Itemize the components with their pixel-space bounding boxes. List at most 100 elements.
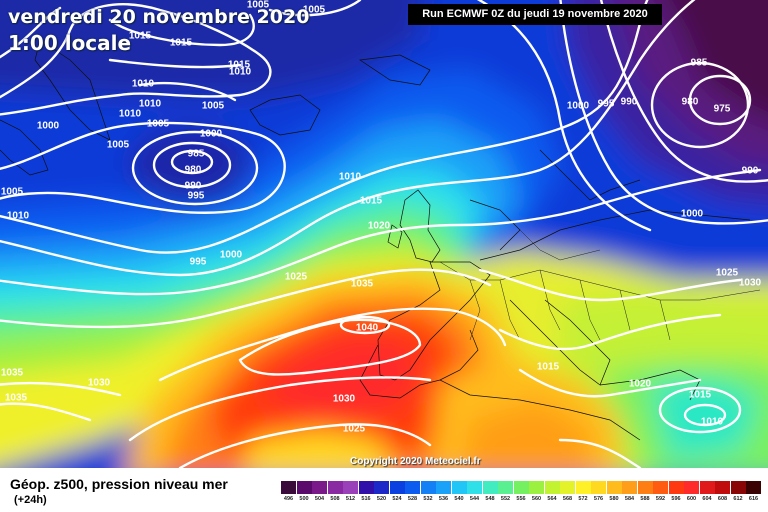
- scale-swatch: [436, 481, 451, 494]
- scale-tick-label: 608: [717, 496, 728, 502]
- scale-tick-label: 612: [733, 496, 743, 502]
- scale-tick-label: 580: [609, 496, 619, 502]
- isobar-label: 1005: [247, 0, 270, 11]
- scale-swatch: [513, 481, 529, 494]
- isobar-label: 1010: [119, 109, 142, 120]
- forecast-date: vendredi 20 novembre 2020: [8, 6, 310, 28]
- isobar-label: 1025: [285, 272, 308, 283]
- isobar-label: 1005: [107, 140, 130, 151]
- scale-swatch: [420, 481, 436, 494]
- isobar-label: 1000: [200, 129, 223, 140]
- forecast-local-time: 1:00 locale: [8, 31, 132, 55]
- isobar-label: 995: [598, 99, 615, 110]
- isobar-label: 990: [742, 166, 759, 177]
- isobar-label: 980: [185, 165, 202, 176]
- scale-tick-label: 508: [330, 496, 340, 502]
- geopotential-map-canvas: 1005101510151005101010151010101010051010…: [0, 0, 768, 468]
- isobar-label: 1010: [701, 417, 724, 428]
- isobar-label: 1010: [132, 79, 155, 90]
- scale-swatch: [544, 481, 560, 494]
- scale-swatch: [637, 481, 653, 494]
- run-info-banner: Run ECMWF 0Z du jeudi 19 novembre 2020: [408, 4, 662, 25]
- isobar-label: 1025: [343, 424, 366, 435]
- forecast-map: 1005 1015 1015 1005 1010 1015 1010 1010 1005 1010…: [0, 0, 768, 468]
- isobars: [0, 0, 768, 468]
- isobar-label: 1030: [88, 378, 111, 389]
- isobar-label: 1000: [37, 121, 60, 132]
- isobar-label: 995: [188, 191, 205, 202]
- geopotential-field: [0, 0, 768, 468]
- isobar-label: 1000: [567, 101, 590, 112]
- isobar-label: 975: [714, 104, 731, 115]
- scale-swatch: [281, 481, 296, 494]
- isobar-label: 1005: [202, 101, 225, 112]
- scale-tick-label: 516: [361, 496, 371, 502]
- scale-tick-label: 540: [454, 496, 464, 502]
- scale-swatch: [699, 481, 715, 494]
- scale-swatch: [668, 481, 684, 494]
- scale-tick-label: 616: [748, 496, 759, 502]
- isobar-label: 1035: [351, 279, 374, 290]
- legend-title: Géop. z500, pression niveau mer: [10, 476, 228, 492]
- isobar-label: 1015: [360, 196, 383, 207]
- scale-tick-label: 576: [593, 496, 604, 502]
- isobar-label: 995: [190, 257, 207, 268]
- isobar-label: 1015: [537, 362, 560, 373]
- legend-bar: Géop. z500, pression niveau mer (+24h) 4…: [0, 468, 768, 512]
- scale-tick-label: 584: [624, 496, 635, 502]
- isobar-label: 1030: [333, 394, 356, 405]
- isobar-label: 1005: [147, 119, 170, 130]
- copyright-notice: Copyright 2020 Meteociel.fr: [350, 456, 481, 467]
- scale-tick-label: 596: [671, 496, 681, 502]
- scale-swatch: [374, 481, 389, 494]
- isobar-label: 1000: [220, 250, 243, 261]
- scale-swatch: [560, 481, 575, 494]
- isobar-labels: 1005101510151005101010151010101010051010…: [1, 0, 762, 435]
- scale-tick-label: 556: [516, 496, 526, 502]
- isobar-label: 1010: [229, 67, 252, 78]
- scale-tick-label: 560: [531, 496, 542, 502]
- scale-tick-label: 536: [438, 496, 449, 502]
- scale-tick-label: 588: [640, 496, 650, 502]
- scale-swatch: [467, 481, 482, 494]
- isobar-label: 1015: [129, 31, 152, 42]
- scale-swatch: [389, 481, 405, 494]
- scale-tick-label: 600: [686, 496, 697, 502]
- scale-tick-label: 604: [702, 496, 712, 502]
- scale-tick-label: 548: [485, 496, 495, 502]
- isobar-label: 1005: [1, 187, 24, 198]
- scale-swatch: [312, 481, 327, 494]
- scale-swatch: [715, 481, 730, 494]
- isobar-label: 1035: [1, 368, 24, 379]
- scale-tick-label: 564: [547, 496, 557, 502]
- isobar-label: 1005: [303, 5, 326, 16]
- scale-tick-label: 524: [392, 496, 402, 502]
- isobar-label: 985: [188, 149, 205, 160]
- coastlines: [0, 39, 751, 441]
- scale-swatch: [653, 481, 668, 494]
- isobar-label: 1015: [689, 390, 712, 401]
- scale-tick-label: 572: [578, 496, 588, 502]
- isobar-label: 985: [691, 58, 708, 69]
- scale-swatch: [327, 481, 343, 494]
- scale-swatch: [498, 481, 513, 494]
- scale-swatch: [343, 481, 358, 494]
- isobar-label: 1000: [681, 209, 704, 220]
- scale-tick-label: 496: [283, 496, 294, 502]
- legend-forecast-offset: (+24h): [14, 494, 47, 506]
- scale-swatch: [591, 481, 606, 494]
- isobar-label: 1010: [339, 172, 362, 183]
- isobar-label: 990: [185, 181, 202, 192]
- scale-swatch: [575, 481, 591, 494]
- scale-tick-label: 592: [655, 496, 666, 502]
- isobar-label: 1040: [356, 323, 379, 334]
- scale-swatch: [606, 481, 622, 494]
- isobar-label: 1025: [716, 268, 739, 279]
- isobar-label: 1020: [368, 221, 391, 232]
- scale-tick-label: 504: [314, 496, 325, 502]
- isobar-label: 1010: [139, 99, 162, 110]
- isobar-label: 1030: [739, 278, 762, 289]
- isobar-label: 1015: [170, 38, 193, 49]
- scale-tick-label: 544: [469, 496, 480, 502]
- scale-tick-label: 568: [562, 496, 573, 502]
